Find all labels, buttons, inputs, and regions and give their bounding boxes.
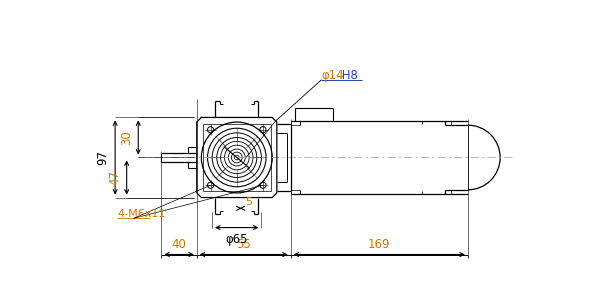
Text: 5: 5: [245, 197, 252, 207]
Text: φ65: φ65: [226, 233, 248, 246]
Text: 169: 169: [368, 239, 391, 251]
Text: 47: 47: [108, 170, 121, 185]
Text: φ14: φ14: [322, 69, 344, 82]
Text: 97: 97: [96, 150, 109, 165]
Text: 30: 30: [120, 130, 133, 145]
Text: 4-M6x11: 4-M6x11: [117, 209, 166, 219]
Text: 40: 40: [171, 239, 187, 251]
Text: 55: 55: [236, 239, 251, 251]
Text: H8: H8: [339, 69, 358, 82]
